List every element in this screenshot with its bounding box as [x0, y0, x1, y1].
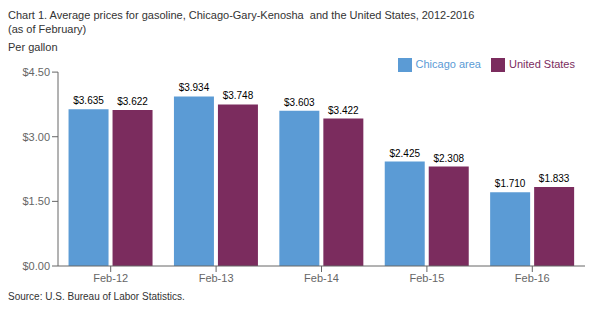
svg-text:$3.635: $3.635 [73, 95, 104, 106]
svg-text:$1.50: $1.50 [22, 195, 50, 207]
svg-text:$3.934: $3.934 [179, 82, 210, 93]
svg-text:$4.50: $4.50 [22, 66, 50, 78]
svg-text:$0.00: $0.00 [22, 260, 50, 272]
svg-text:$3.422: $3.422 [328, 105, 359, 116]
html-text:Chart 1. Average prices for ga: Chart 1. Average prices for gasoline, Ch… [8, 9, 475, 21]
svg-text:Feb-16: Feb-16 [515, 272, 550, 284]
svg-text:Feb-12: Feb-12 [93, 272, 128, 284]
html-text:Source: U.S. Bureau of Labor S: Source: U.S. Bureau of Labor Statistics. [8, 291, 185, 302]
svg-text:$1.833: $1.833 [539, 173, 570, 184]
svg-text:$3.00: $3.00 [22, 131, 50, 143]
svg-text:$1.710: $1.710 [495, 178, 526, 189]
svg-text:$2.308: $2.308 [433, 153, 464, 164]
html-text:Per gallon: Per gallon [8, 41, 58, 53]
svg-text:Feb-15: Feb-15 [409, 272, 444, 284]
html-text:United States: United States [509, 58, 575, 70]
svg-text:$3.748: $3.748 [223, 90, 254, 101]
svg-text:$3.622: $3.622 [117, 96, 148, 107]
svg-text:Feb-14: Feb-14 [304, 272, 339, 284]
svg-text:$3.603: $3.603 [284, 97, 315, 108]
html-text:Chicago area: Chicago area [415, 58, 481, 70]
svg-text:$2.425: $2.425 [389, 148, 420, 159]
html-text:(as of February): (as of February) [8, 23, 87, 35]
svg-text:Feb-13: Feb-13 [199, 272, 234, 284]
